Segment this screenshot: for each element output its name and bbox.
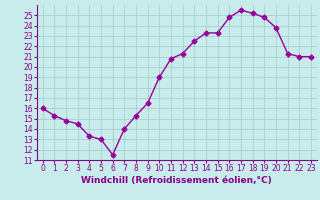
X-axis label: Windchill (Refroidissement éolien,°C): Windchill (Refroidissement éolien,°C): [81, 176, 272, 185]
